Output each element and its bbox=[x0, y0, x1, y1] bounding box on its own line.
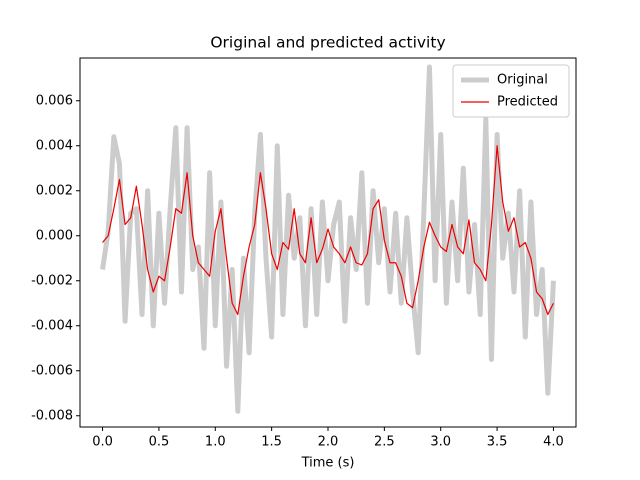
plot-frame bbox=[79, 57, 577, 428]
x-tick-label: 3.5 bbox=[487, 435, 508, 450]
legend-label: Predicted bbox=[497, 95, 558, 110]
x-tick-label: 1.0 bbox=[205, 435, 226, 450]
x-tick-label: 2.0 bbox=[318, 435, 339, 450]
x-tick-label: 0.5 bbox=[149, 435, 170, 450]
x-tick-label: 1.5 bbox=[261, 435, 282, 450]
y-tick-label: -0.006 bbox=[31, 363, 73, 378]
y-tick-label: 0.002 bbox=[36, 183, 73, 198]
y-tick-label: -0.002 bbox=[31, 273, 73, 288]
x-tick-label: 2.5 bbox=[374, 435, 395, 450]
data-line bbox=[102, 145, 554, 316]
y-tick-label: -0.008 bbox=[31, 408, 73, 423]
data-line bbox=[100, 64, 556, 414]
x-tick-label: 3.0 bbox=[430, 435, 451, 450]
y-tick-label: 0.004 bbox=[36, 138, 73, 153]
y-tick-label: 0.006 bbox=[36, 93, 73, 108]
chart-title: Original and predicted activity bbox=[210, 34, 445, 52]
y-tick-label: -0.004 bbox=[31, 318, 73, 333]
y-tick-label: 0.000 bbox=[36, 228, 73, 243]
x-tick-label: 4.0 bbox=[543, 435, 564, 450]
legend-label: Original bbox=[497, 73, 548, 88]
x-axis-label: Time (s) bbox=[301, 456, 355, 471]
x-tick-label: 0.0 bbox=[92, 435, 113, 450]
